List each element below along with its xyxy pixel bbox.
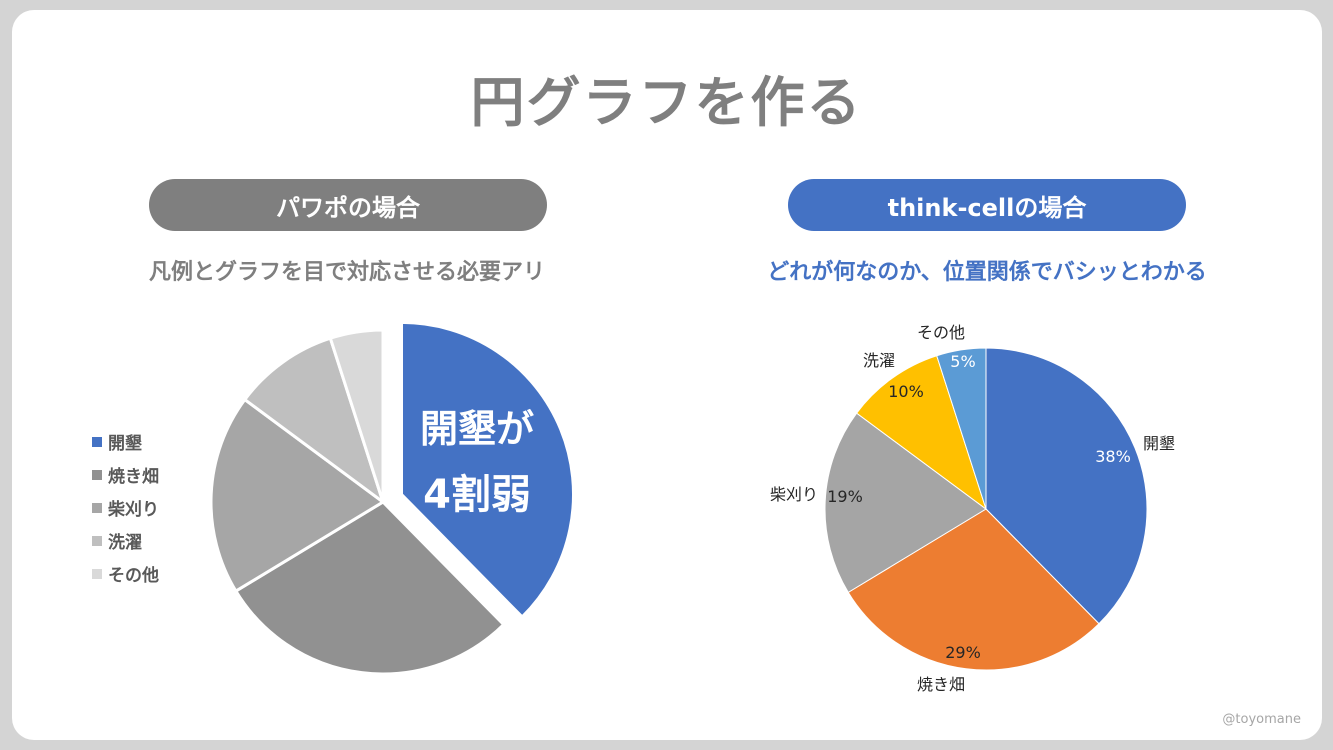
powerpoint-pie-legend: 開墾焼き畑柴刈り洗濯その他 [92,425,159,590]
callout-line-2: 4割弱 [423,472,531,518]
legend-label: 開墾 [108,434,142,454]
pie-left-slice-4 [328,328,385,503]
legend-swatch [92,469,102,480]
legend-item-0: 開墾 [92,425,159,458]
pie-left-slice-0 [400,320,575,620]
powerpoint-heading-pill: パワポの場合 [149,179,547,231]
pie-right-category-label-2: 柴刈り [770,485,818,504]
callout-line-1: 開墾が [420,407,534,451]
pie-right-category-label-1: 焼き畑 [917,675,965,694]
legend-item-2: 柴刈り [92,491,159,524]
thinkcell-subtitle: どれが何なのか、位置関係でバシッとわかる [767,260,1207,285]
pie-left-slice-2 [209,397,386,594]
thinkcell-heading-label: think-cellの場合 [887,193,1087,222]
pie-right-slice-2 [824,412,987,594]
pie-right-value-label-3: 10% [888,382,924,401]
pie-right-value-label-0: 38% [1095,447,1131,466]
slide-title: 円グラフを作る [470,71,863,134]
powerpoint-heading-label: パワポの場合 [276,193,420,222]
pie-left-slice-1 [233,500,506,676]
credit-handle: @toyomane [1222,712,1301,727]
legend-label: 焼き畑 [108,467,159,487]
pie-right-value-label-4: 5% [950,352,975,371]
legend-item-3: 洗濯 [92,524,159,557]
pie-left-slice-3 [242,336,386,506]
legend-item-1: 焼き畑 [92,458,159,491]
legend-swatch [92,568,102,579]
thinkcell-heading-pill: think-cellの場合 [788,179,1186,231]
pie-right-value-label-1: 29% [945,643,981,662]
pie-right-slice-0 [985,347,1148,625]
legend-swatch [92,502,102,513]
powerpoint-subtitle: 凡例とグラフを目で対応させる必要アリ [148,260,545,285]
legend-swatch [92,436,102,447]
legend-label: 洗濯 [108,533,142,553]
legend-item-4: その他 [92,557,159,590]
pie-right-slice-4 [936,347,987,510]
legend-swatch [92,535,102,546]
pie-right-value-label-2: 19% [827,487,863,506]
legend-label: 柴刈り [108,500,159,520]
pie-right-category-label-0: 開墾 [1143,434,1175,453]
pie-right-category-label-3: 洗濯 [863,351,895,370]
pie-right-slice-1 [847,508,1100,671]
pie-right-slice-3 [855,355,987,511]
pie-right-category-label-4: その他 [917,323,965,342]
legend-label: その他 [108,566,159,586]
